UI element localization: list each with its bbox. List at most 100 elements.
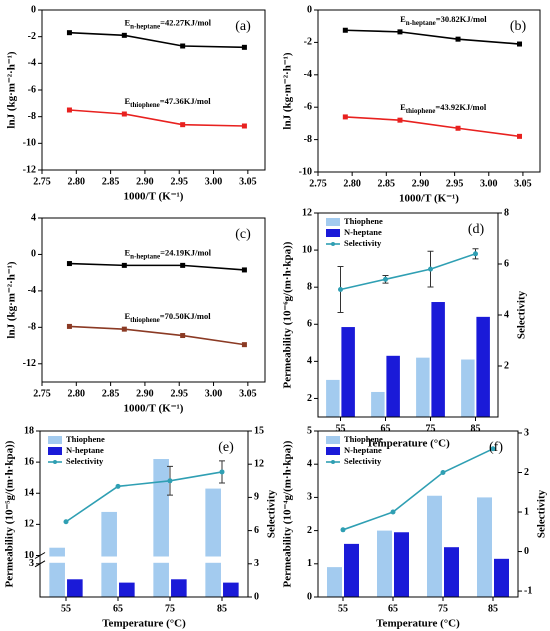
y-tick-label: -8	[304, 134, 312, 145]
annotation: Ethiophene=47.36KJ/mol	[125, 96, 212, 109]
plot-frame	[41, 217, 266, 383]
bar	[494, 558, 509, 597]
panel-label: (b)	[510, 19, 527, 34]
x-tick-label: 3.00	[480, 178, 498, 189]
y-tick-label: -4	[304, 69, 312, 80]
panel-label: (d)	[468, 222, 485, 237]
y2-tick-label: 0	[524, 546, 529, 557]
point	[219, 469, 225, 475]
legend-swatch	[331, 242, 335, 246]
bar	[444, 547, 459, 597]
point	[397, 117, 403, 123]
x-tick-label: 3.05	[239, 176, 257, 187]
y-tick-label: 3	[307, 492, 312, 503]
panel-label: (a)	[235, 19, 251, 34]
legend-label: Selectivity	[344, 456, 382, 466]
y2-tick-label: 12	[254, 458, 264, 469]
point	[455, 36, 461, 42]
x-tick-label: 2.95	[446, 178, 464, 189]
point	[63, 519, 69, 525]
y2-tick-label: -1	[524, 585, 532, 596]
y-tick-label: 0	[31, 4, 36, 15]
annotation-text: =30.82KJ/mol	[436, 14, 488, 24]
legend-label: N-heptane	[66, 445, 104, 455]
x-tick-label: 55	[338, 603, 348, 614]
point	[383, 276, 388, 282]
bar	[416, 357, 430, 417]
annotation-subscript: n-heptane	[130, 22, 160, 30]
series-line	[69, 325, 245, 346]
x-tick-label: 2.85	[102, 388, 120, 399]
x-tick-label: 65	[388, 603, 398, 614]
annotation-subscript: n-heptane	[406, 18, 436, 26]
annotation-subscript: thiophene	[130, 316, 160, 324]
legend-swatch	[53, 460, 57, 464]
legend-swatch	[331, 460, 335, 464]
point	[397, 29, 403, 35]
y-tick-label: 0	[307, 4, 312, 15]
bar	[377, 530, 392, 597]
point	[121, 111, 127, 117]
bar	[431, 302, 445, 417]
x-axis-label: 1000/T (K⁻¹)	[124, 191, 184, 203]
point	[180, 262, 186, 268]
legend-swatch	[326, 218, 340, 226]
y2-tick-label: 8	[504, 207, 509, 218]
point	[390, 509, 396, 515]
x-tick-label: 75	[165, 603, 175, 614]
legend-label: Selectivity	[344, 238, 382, 248]
plot-frame	[41, 9, 266, 171]
bar	[476, 316, 490, 417]
y2-tick-label: 3	[254, 558, 259, 569]
y-tick-label: 0	[307, 591, 312, 602]
x-tick-label: 55	[61, 603, 71, 614]
bar	[153, 459, 169, 597]
y-tick-label: -12	[23, 358, 36, 369]
annotation: En-heptane=30.82KJ/mol	[400, 14, 487, 27]
annotation-subscript: n-heptane	[130, 252, 160, 260]
x-tick-label: 65	[113, 603, 123, 614]
bar	[461, 359, 475, 417]
y-tick-label: 4	[307, 458, 312, 469]
y-tick-label: -6	[28, 84, 36, 95]
y2-tick-label: 2	[524, 467, 529, 478]
annotation: En-heptane=24.19KJ/mol	[125, 247, 212, 260]
axis-break	[37, 556, 251, 563]
bar	[394, 532, 409, 597]
annotation-subscript: thiophene	[130, 101, 160, 109]
y-tick-label: -12	[23, 164, 36, 175]
x-tick-label: 2.95	[170, 176, 188, 187]
y-axis-label: Permeability (10⁻⁵g/(m·h·kpa))	[4, 440, 16, 587]
point	[517, 133, 523, 139]
legend-swatch	[326, 447, 340, 455]
y2-tick-label: 3	[524, 427, 529, 438]
y-tick-label: 3	[29, 558, 34, 569]
y2-tick-label: 2	[504, 360, 509, 371]
y-tick-label: -6	[304, 101, 312, 112]
annotation-symbol: E	[125, 96, 131, 106]
y-axis-label: Permeability (10⁻⁶g/(m·h·kpa))	[282, 241, 294, 388]
point	[490, 446, 496, 452]
bar	[223, 582, 239, 597]
plot-frame	[317, 430, 519, 598]
y-tick-label: 12	[24, 519, 34, 530]
x-tick-label: 75	[438, 603, 448, 614]
y-tick-label: 12	[302, 207, 312, 218]
x-tick-label: 2.80	[68, 388, 86, 399]
point	[66, 323, 72, 329]
point	[440, 470, 446, 475]
legend-label: N-heptane	[344, 445, 382, 455]
series-line	[345, 116, 520, 138]
x-tick-label: 75	[426, 423, 436, 434]
bar	[326, 379, 340, 417]
bar	[386, 355, 400, 417]
y-tick-label: 10	[24, 550, 34, 561]
annotation-symbol: E	[125, 17, 131, 27]
plot-frame	[317, 9, 541, 173]
annotation-subscript: thiophene	[406, 107, 436, 115]
y-tick-label: 5	[307, 425, 312, 436]
legend-swatch	[326, 229, 340, 237]
point	[241, 267, 247, 273]
series-line	[69, 109, 245, 127]
